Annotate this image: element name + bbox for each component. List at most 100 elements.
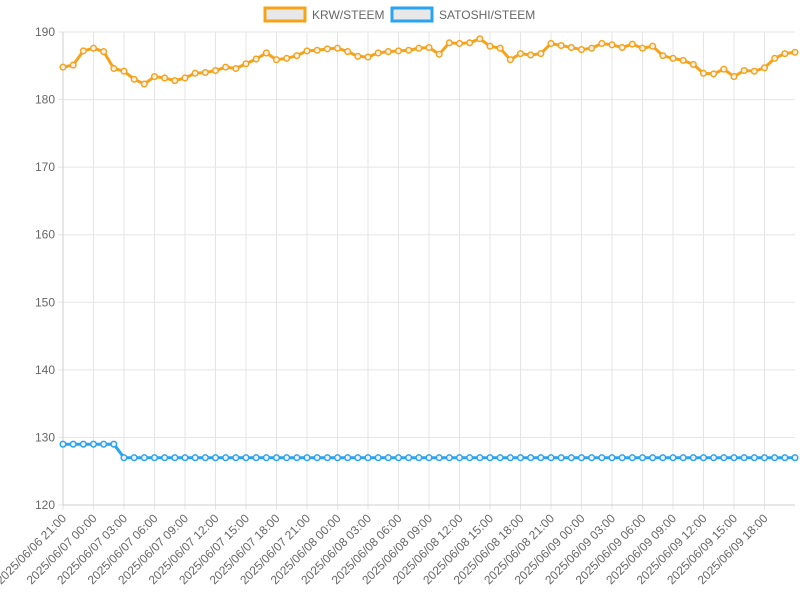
data-point[interactable] bbox=[384, 454, 392, 462]
data-point[interactable] bbox=[59, 63, 67, 71]
data-point[interactable] bbox=[740, 454, 748, 462]
data-point[interactable] bbox=[120, 454, 128, 462]
data-point[interactable] bbox=[506, 454, 514, 462]
data-point[interactable] bbox=[354, 52, 362, 60]
data-point[interactable] bbox=[445, 39, 453, 47]
data-point[interactable] bbox=[547, 454, 555, 462]
data-point[interactable] bbox=[516, 454, 525, 462]
data-point[interactable] bbox=[394, 454, 403, 462]
data-point[interactable] bbox=[425, 43, 433, 52]
data-point[interactable] bbox=[89, 44, 98, 52]
data-point[interactable] bbox=[567, 454, 575, 462]
data-point[interactable] bbox=[211, 66, 220, 75]
data-point[interactable] bbox=[293, 454, 301, 462]
data-point[interactable] bbox=[344, 454, 352, 462]
data-point[interactable] bbox=[130, 454, 138, 462]
data-point[interactable] bbox=[720, 454, 728, 462]
data-point[interactable] bbox=[171, 454, 179, 462]
data-point[interactable] bbox=[201, 454, 209, 462]
data-point[interactable] bbox=[374, 454, 382, 462]
data-point[interactable] bbox=[211, 454, 220, 462]
data-point[interactable] bbox=[333, 454, 342, 462]
legend-item[interactable]: KRW/STEEM bbox=[263, 6, 384, 23]
data-point[interactable] bbox=[323, 454, 331, 462]
data-point[interactable] bbox=[618, 454, 626, 462]
data-point[interactable] bbox=[598, 39, 606, 48]
data-point[interactable] bbox=[303, 47, 311, 55]
data-point[interactable] bbox=[323, 45, 331, 53]
data-point[interactable] bbox=[588, 44, 596, 52]
data-point[interactable] bbox=[262, 49, 270, 57]
data-point[interactable] bbox=[476, 454, 484, 462]
data-point[interactable] bbox=[649, 454, 657, 462]
data-point[interactable] bbox=[89, 440, 98, 448]
data-point[interactable] bbox=[364, 53, 372, 61]
data-point[interactable] bbox=[283, 454, 291, 462]
data-point[interactable] bbox=[272, 56, 281, 64]
data-point[interactable] bbox=[537, 50, 545, 58]
data-point[interactable] bbox=[455, 454, 464, 462]
data-point[interactable] bbox=[150, 73, 159, 81]
data-point[interactable] bbox=[496, 454, 504, 462]
data-point[interactable] bbox=[527, 454, 535, 462]
legend[interactable]: KRW/STEEM SATOSHI/STEEM bbox=[263, 6, 535, 23]
data-point[interactable] bbox=[649, 42, 657, 50]
data-point[interactable] bbox=[140, 454, 148, 462]
data-point[interactable] bbox=[699, 454, 708, 462]
data-point[interactable] bbox=[628, 40, 636, 48]
data-point[interactable] bbox=[435, 50, 443, 58]
data-point[interactable] bbox=[771, 54, 779, 62]
data-point[interactable] bbox=[405, 454, 413, 462]
data-point[interactable] bbox=[181, 454, 189, 462]
data-point[interactable] bbox=[608, 41, 616, 49]
data-point[interactable] bbox=[374, 49, 382, 57]
data-point[interactable] bbox=[638, 454, 647, 462]
data-point[interactable] bbox=[486, 454, 494, 462]
data-point[interactable] bbox=[171, 77, 179, 85]
data-point[interactable] bbox=[760, 64, 769, 72]
data-point[interactable] bbox=[598, 454, 606, 462]
data-point[interactable] bbox=[201, 68, 209, 77]
data-point[interactable] bbox=[69, 61, 77, 69]
data-point[interactable] bbox=[242, 454, 250, 462]
data-point[interactable] bbox=[740, 66, 748, 75]
data-point[interactable] bbox=[272, 454, 281, 462]
data-point[interactable] bbox=[760, 454, 769, 462]
data-point[interactable] bbox=[120, 67, 128, 75]
data-point[interactable] bbox=[293, 52, 301, 60]
data-point[interactable] bbox=[415, 454, 423, 462]
data-point[interactable] bbox=[222, 63, 230, 71]
data-point[interactable] bbox=[191, 69, 199, 77]
data-point[interactable] bbox=[283, 54, 291, 62]
data-point[interactable] bbox=[588, 454, 596, 462]
data-point[interactable] bbox=[394, 47, 403, 55]
data-point[interactable] bbox=[669, 54, 677, 62]
data-point[interactable] bbox=[781, 50, 789, 58]
data-point[interactable] bbox=[354, 454, 362, 462]
data-point[interactable] bbox=[537, 454, 545, 462]
data-point[interactable] bbox=[313, 46, 321, 54]
data-point[interactable] bbox=[496, 44, 504, 52]
data-point[interactable] bbox=[720, 65, 728, 73]
data-point[interactable] bbox=[659, 52, 667, 60]
data-point[interactable] bbox=[689, 454, 697, 462]
data-point[interactable] bbox=[730, 73, 738, 81]
data-point[interactable] bbox=[445, 454, 453, 462]
data-point[interactable] bbox=[791, 48, 799, 56]
data-point[interactable] bbox=[161, 74, 169, 82]
data-point[interactable] bbox=[415, 44, 423, 52]
data-point[interactable] bbox=[110, 64, 118, 73]
data-point[interactable] bbox=[730, 454, 738, 462]
data-point[interactable] bbox=[710, 454, 718, 462]
data-point[interactable] bbox=[781, 454, 789, 462]
data-point[interactable] bbox=[222, 454, 230, 462]
data-point[interactable] bbox=[455, 39, 464, 48]
data-point[interactable] bbox=[771, 454, 779, 462]
data-point[interactable] bbox=[150, 454, 159, 462]
data-point[interactable] bbox=[79, 440, 87, 448]
data-point[interactable] bbox=[689, 60, 697, 68]
data-point[interactable] bbox=[313, 454, 321, 462]
data-point[interactable] bbox=[547, 39, 555, 48]
data-point[interactable] bbox=[618, 43, 626, 52]
data-point[interactable] bbox=[659, 454, 667, 462]
